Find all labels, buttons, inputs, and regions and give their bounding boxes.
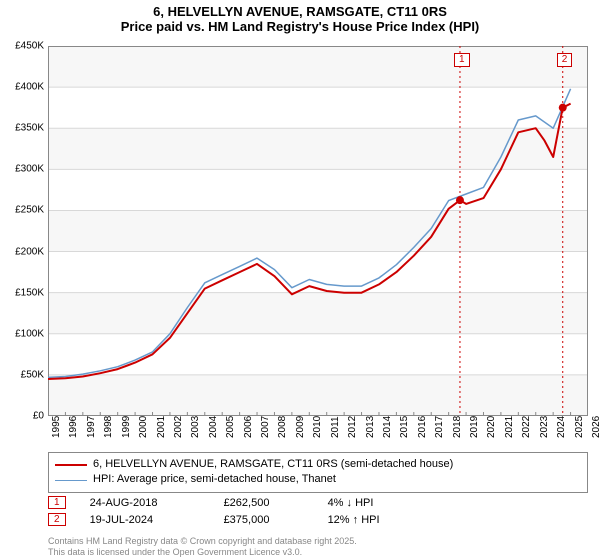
x-tick-label: 2006 [243, 416, 254, 438]
sale-row: 2 19-JUL-2024 £375,000 12% ↑ HPI [48, 511, 588, 528]
y-tick-label: £400K [15, 82, 44, 93]
legend-label: HPI: Average price, semi-detached house,… [93, 472, 336, 487]
legend-label: 6, HELVELLYN AVENUE, RAMSGATE, CT11 0RS … [93, 457, 453, 472]
y-tick-label: £150K [15, 287, 44, 298]
y-tick-label: £250K [15, 205, 44, 216]
y-axis: £0£50K£100K£150K£200K£250K£300K£350K£400… [0, 46, 48, 416]
y-tick-label: £300K [15, 164, 44, 175]
footer-line1: Contains HM Land Registry data © Crown c… [48, 536, 357, 547]
x-tick-label: 2025 [574, 416, 585, 438]
x-tick-label: 2023 [539, 416, 550, 438]
x-tick-label: 2004 [208, 416, 219, 438]
sale-marker-box: 1 [454, 53, 470, 67]
x-tick-label: 2017 [434, 416, 445, 438]
plot-area [48, 46, 588, 416]
x-tick-label: 2022 [521, 416, 532, 438]
legend-swatch [55, 464, 87, 466]
x-tick-label: 2003 [190, 416, 201, 438]
sale-row: 1 24-AUG-2018 £262,500 4% ↓ HPI [48, 494, 588, 511]
sale-price: £375,000 [224, 514, 304, 526]
y-tick-label: £50K [21, 369, 44, 380]
chart-container: 6, HELVELLYN AVENUE, RAMSGATE, CT11 0RS … [0, 0, 600, 560]
x-tick-label: 2024 [556, 416, 567, 438]
x-tick-label: 2013 [365, 416, 376, 438]
y-tick-label: £350K [15, 123, 44, 134]
footer-line2: This data is licensed under the Open Gov… [48, 547, 357, 558]
sale-marker-box: 2 [557, 53, 573, 67]
x-tick-label: 2010 [312, 416, 323, 438]
sale-date: 19-JUL-2024 [90, 514, 200, 526]
sale-marker: 1 [48, 496, 66, 509]
sale-price: £262,500 [224, 497, 304, 509]
x-tick-label: 2021 [504, 416, 515, 438]
x-tick-label: 2009 [295, 416, 306, 438]
y-tick-label: £450K [15, 41, 44, 52]
title-line1: 6, HELVELLYN AVENUE, RAMSGATE, CT11 0RS [0, 4, 600, 19]
x-tick-label: 2018 [452, 416, 463, 438]
x-axis: 1995 1996 1997 1998 1999 2000 2001 2002 2003 2004… [48, 416, 588, 454]
x-tick-label: 2015 [399, 416, 410, 438]
x-tick-label: 1998 [103, 416, 114, 438]
x-tick-label: 1996 [68, 416, 79, 438]
x-tick-label: 2019 [469, 416, 480, 438]
x-tick-label: 2016 [417, 416, 428, 438]
sale-marker: 2 [48, 513, 66, 526]
x-tick-label: 2020 [486, 416, 497, 438]
y-tick-label: £100K [15, 328, 44, 339]
x-tick-label: 2007 [260, 416, 271, 438]
title-line2: Price paid vs. HM Land Registry's House … [0, 19, 600, 34]
x-tick-label: 2000 [138, 416, 149, 438]
sale-delta: 4% ↓ HPI [328, 497, 428, 509]
legend: 6, HELVELLYN AVENUE, RAMSGATE, CT11 0RS … [48, 452, 588, 493]
x-tick-label: 1999 [121, 416, 132, 438]
plot-svg [48, 46, 588, 416]
legend-item: HPI: Average price, semi-detached house,… [55, 472, 581, 487]
legend-swatch [55, 480, 87, 481]
y-tick-label: £200K [15, 246, 44, 257]
sales-table: 1 24-AUG-2018 £262,500 4% ↓ HPI 2 19-JUL-2024… [48, 494, 588, 528]
x-tick-label: 2001 [156, 416, 167, 438]
x-tick-label: 2011 [330, 416, 341, 438]
x-tick-label: 2012 [347, 416, 358, 438]
x-tick-label: 2005 [225, 416, 236, 438]
sale-delta: 12% ↑ HPI [328, 514, 428, 526]
y-tick-label: £0 [33, 411, 44, 422]
x-tick-label: 2002 [173, 416, 184, 438]
legend-item: 6, HELVELLYN AVENUE, RAMSGATE, CT11 0RS … [55, 457, 581, 472]
x-tick-label: 2026 [591, 416, 600, 438]
sale-date: 24-AUG-2018 [90, 497, 200, 509]
title-block: 6, HELVELLYN AVENUE, RAMSGATE, CT11 0RS … [0, 0, 600, 34]
x-tick-label: 1997 [86, 416, 97, 438]
footer: Contains HM Land Registry data © Crown c… [48, 536, 357, 558]
x-tick-label: 2008 [277, 416, 288, 438]
x-tick-label: 2014 [382, 416, 393, 438]
x-tick-label: 1995 [51, 416, 62, 438]
